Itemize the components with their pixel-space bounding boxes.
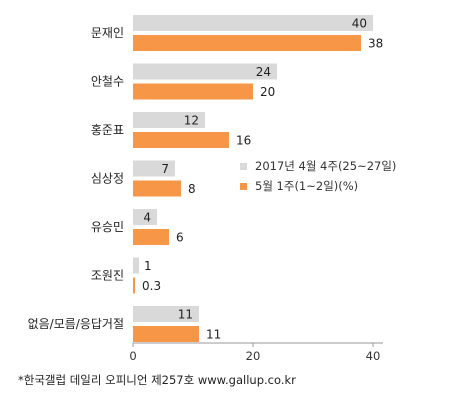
bar-series-1	[133, 112, 205, 128]
data-label-series-2: 16	[236, 134, 251, 148]
bar-series-1	[133, 209, 157, 225]
data-label-series-1: 11	[178, 308, 193, 322]
data-label-series-1: 12	[184, 114, 199, 128]
data-label-series-1: 40	[352, 17, 367, 31]
data-label-series-2: 38	[368, 37, 383, 51]
data-label-series-2: 6	[176, 231, 184, 245]
bar-series-1	[133, 63, 277, 80]
legend-item-series-1: 2017년 4월 4주(25~27일)	[240, 156, 396, 176]
category-label: 없음/모름/응답거절	[28, 317, 124, 331]
bar-series-2	[133, 326, 199, 342]
bar-series-2	[133, 83, 253, 100]
data-label-series-1: 4	[143, 211, 151, 225]
data-label-series-1: 1	[144, 259, 152, 273]
legend-label-series-2: 5월 1주(1~2일)(%)	[255, 179, 359, 193]
legend-swatch-series-1	[240, 162, 247, 170]
x-tick-label: 0	[129, 349, 136, 363]
legend-item-series-2: 5월 1주(1~2일)(%)	[240, 176, 396, 196]
bar-series-2	[133, 180, 181, 197]
bar-series-2	[133, 277, 135, 294]
data-label-series-2: 11	[206, 328, 221, 342]
category-label: 문재인	[91, 26, 124, 40]
x-tick-label: 40	[366, 349, 381, 363]
bar-series-2	[133, 229, 169, 245]
data-label-series-2: 20	[260, 85, 275, 99]
legend-label-series-1: 2017년 4월 4주(25~27일)	[255, 159, 397, 173]
bar-series-1	[133, 306, 199, 322]
x-tick-label: 20	[246, 349, 261, 363]
category-label: 홍준표	[91, 123, 124, 137]
bar-series-1	[133, 160, 175, 177]
data-label-series-1: 24	[256, 65, 271, 79]
bar-series-1	[133, 257, 139, 274]
category-label: 심상정	[91, 172, 124, 186]
category-label: 유승민	[91, 220, 124, 234]
legend: 2017년 4월 4주(25~27일) 5월 1주(1~2일)(%)	[240, 156, 396, 196]
category-label: 안철수	[91, 75, 124, 89]
bar-series-2	[133, 35, 361, 51]
data-label-series-2: 8	[188, 182, 196, 196]
category-label: 조원진	[91, 269, 124, 283]
source-footnote: *한국갤럽 데일리 오피니언 제257호 www.gallup.co.kr	[18, 373, 296, 387]
bar-series-2	[133, 132, 229, 148]
legend-swatch-series-2	[240, 182, 247, 190]
data-label-series-1: 7	[161, 162, 169, 176]
bar-series-1	[133, 15, 373, 31]
data-label-series-2: 0.3	[142, 279, 161, 293]
